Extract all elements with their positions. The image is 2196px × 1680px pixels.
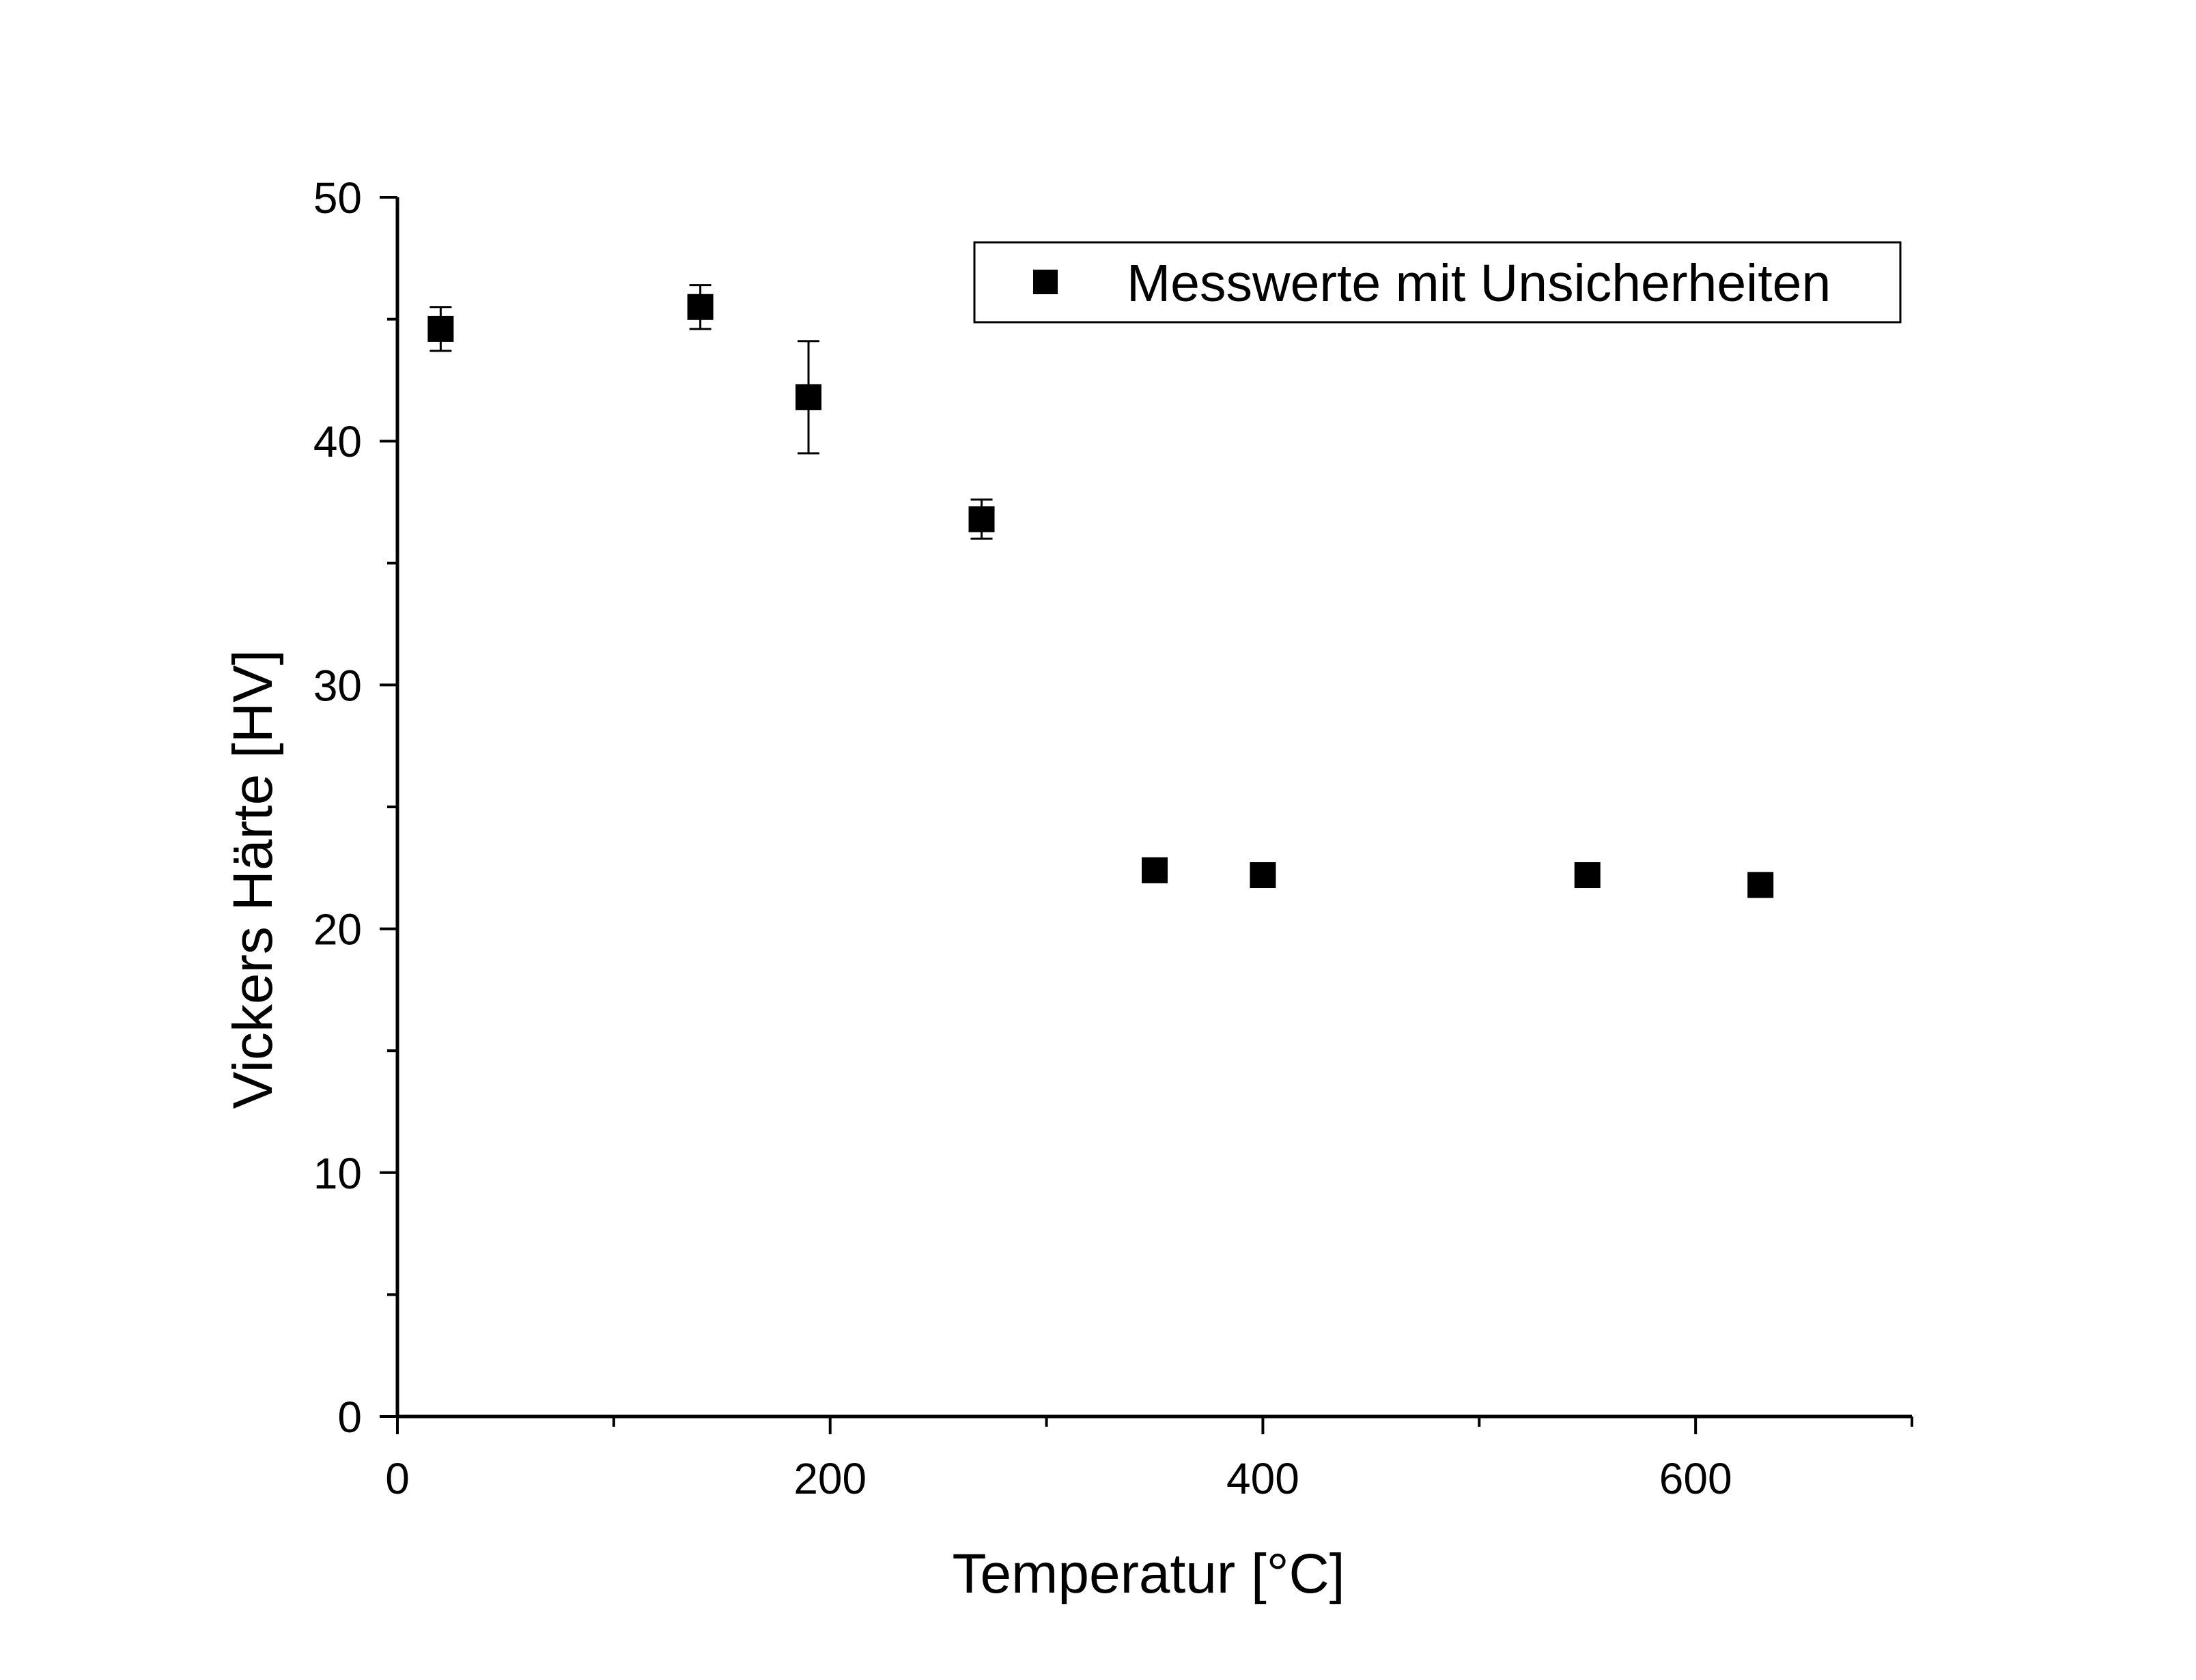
- legend-marker: [1033, 270, 1058, 294]
- data-point-marker: [796, 384, 822, 410]
- y-tick-label: 20: [313, 905, 362, 954]
- data-point: [1747, 872, 1774, 898]
- y-tick-label: 10: [313, 1149, 362, 1198]
- y-tick-label: 30: [313, 661, 362, 710]
- y-axis: 0 10 20 30 40 50: [313, 173, 399, 1442]
- x-tick-label: 200: [793, 1454, 867, 1503]
- data-point: [1142, 857, 1168, 883]
- data-point: [1250, 862, 1276, 889]
- data-point-marker: [687, 294, 714, 320]
- x-tick-label: 0: [385, 1454, 410, 1503]
- y-axis-title: Vickers Härte [HV]: [222, 650, 284, 1109]
- data-point-marker: [1574, 862, 1601, 889]
- data-point-marker: [1250, 862, 1276, 889]
- data-point: [687, 284, 714, 330]
- x-tick-label: 400: [1226, 1454, 1299, 1503]
- data-point-marker: [1747, 872, 1774, 898]
- data-point: [427, 306, 454, 352]
- data-point-marker: [1142, 857, 1168, 883]
- legend: Messwerte mit Unsicherheiten: [973, 241, 1902, 324]
- data-point: [796, 340, 822, 455]
- y-tick-label: 40: [313, 417, 362, 466]
- data-series-points: [427, 284, 1774, 898]
- x-axis-title: Temperatur [°C]: [952, 1543, 1345, 1605]
- data-point-marker: [968, 506, 995, 532]
- data-point-marker: [427, 315, 454, 342]
- y-tick-label: 0: [337, 1393, 362, 1442]
- y-tick-label: 50: [313, 173, 362, 223]
- legend-box: [973, 241, 1902, 324]
- data-point: [1574, 862, 1601, 889]
- x-tick-label: 600: [1659, 1454, 1732, 1503]
- data-point: [968, 498, 995, 540]
- x-axis: 0 200 400 600: [385, 1414, 1913, 1503]
- legend-entry-label: Messwerte mit Unsicherheiten: [1127, 254, 1831, 313]
